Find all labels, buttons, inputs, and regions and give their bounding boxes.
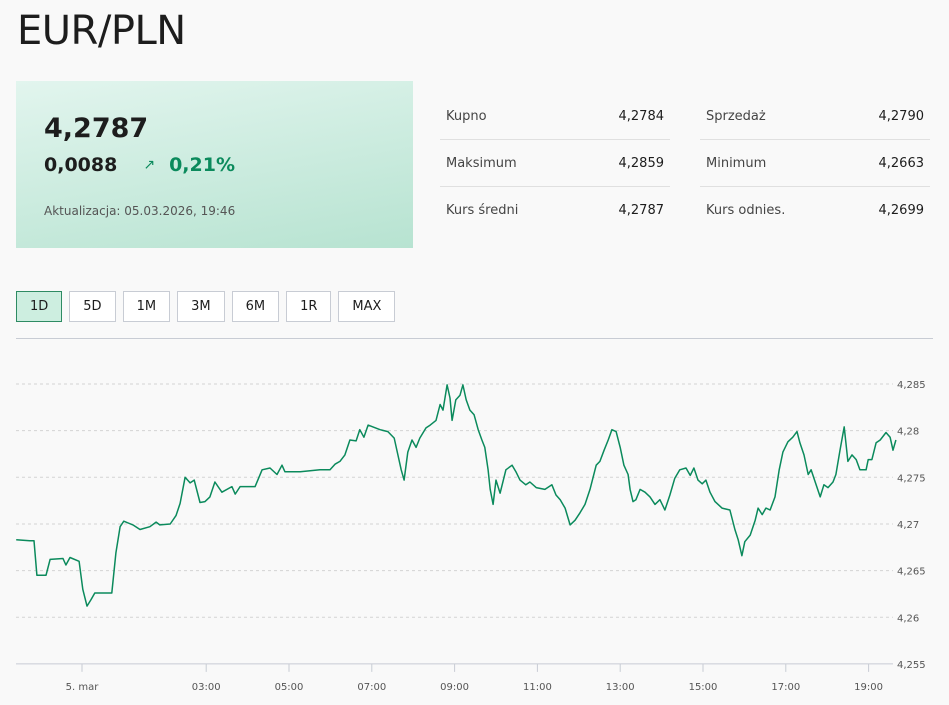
change-percent: 0,21%: [169, 154, 235, 176]
change-row: 0,0088 ↗ 0,21%: [44, 154, 235, 176]
stat-label: Minimum: [706, 155, 767, 171]
x-tick-label: 13:00: [606, 682, 635, 693]
divider: [16, 338, 933, 339]
stat-kurs-odniesienia: Kurs odnies. 4,2699: [700, 187, 930, 234]
stat-label: Kurs średni: [446, 203, 519, 218]
x-tick-label: 5. mar: [66, 682, 100, 693]
update-timestamp: Aktualizacja: 05.03.2026, 19:46: [44, 204, 236, 218]
y-tick-label: 4,26: [897, 613, 919, 624]
stat-kupno: Kupno 4,2784: [440, 93, 670, 140]
trend-up-arrow-icon: ↗: [143, 157, 156, 173]
stat-value: 4,2699: [878, 203, 925, 218]
change-value: 0,0088: [44, 154, 118, 176]
y-tick-label: 4,275: [897, 473, 926, 484]
x-tick-label: 03:00: [192, 682, 221, 693]
price-chart[interactable]: 4,285 4,28 4,275 4,27 4,265 4,26 4,255 5. mar 03…: [0, 340, 949, 705]
x-tick-label: 07:00: [357, 682, 386, 693]
y-tick-label: 4,28: [897, 427, 919, 438]
stat-value: 4,2787: [618, 203, 665, 218]
stat-minimum: Minimum 4,2663: [700, 140, 930, 187]
stat-value: 4,2790: [878, 108, 925, 124]
page-title: EUR/PLN: [17, 8, 186, 54]
y-tick-label: 4,285: [897, 380, 926, 391]
stats-table: Kupno 4,2784 Sprzedaż 4,2790 Maksimum 4,285…: [440, 93, 930, 234]
range-button-max[interactable]: MAX: [338, 291, 396, 322]
range-button-1m[interactable]: 1M: [122, 291, 171, 322]
x-tick-label: 11:00: [523, 682, 552, 693]
stat-value: 4,2859: [618, 155, 665, 171]
stat-label: Maksimum: [446, 155, 517, 171]
x-tick-label: 19:00: [854, 682, 883, 693]
stat-label: Kurs odnies.: [706, 203, 786, 218]
stat-label: Kupno: [446, 108, 487, 124]
current-price: 4,2787: [44, 113, 149, 144]
stat-kurs-sredni: Kurs średni 4,2787: [440, 187, 670, 234]
y-tick-label: 4,265: [897, 567, 926, 578]
price-series-line: [16, 384, 897, 607]
range-button-1d[interactable]: 1D: [16, 291, 63, 322]
range-button-1r[interactable]: 1R: [286, 291, 332, 322]
range-button-6m[interactable]: 6M: [231, 291, 280, 322]
x-tick-label: 17:00: [771, 682, 800, 693]
range-button-3m[interactable]: 3M: [177, 291, 225, 322]
quote-card: 4,2787 0,0088 ↗ 0,21% Aktualizacja: 05.0…: [16, 81, 413, 248]
stat-sprzedaz: Sprzedaż 4,2790: [700, 93, 930, 140]
stat-value: 4,2663: [878, 155, 925, 171]
y-tick-label: 4,27: [897, 520, 919, 531]
y-tick-label: 4,255: [897, 660, 926, 671]
stat-label: Sprzedaż: [706, 108, 766, 124]
stat-maksimum: Maksimum 4,2859: [440, 140, 670, 187]
stat-value: 4,2784: [618, 108, 665, 124]
x-tick-label: 15:00: [689, 682, 718, 693]
range-button-5d[interactable]: 5D: [69, 291, 116, 322]
range-selector: 1D 5D 1M 3M 6M 1R MAX: [16, 291, 396, 322]
x-tick-label: 05:00: [275, 682, 304, 693]
x-tick-label: 09:00: [440, 682, 469, 693]
